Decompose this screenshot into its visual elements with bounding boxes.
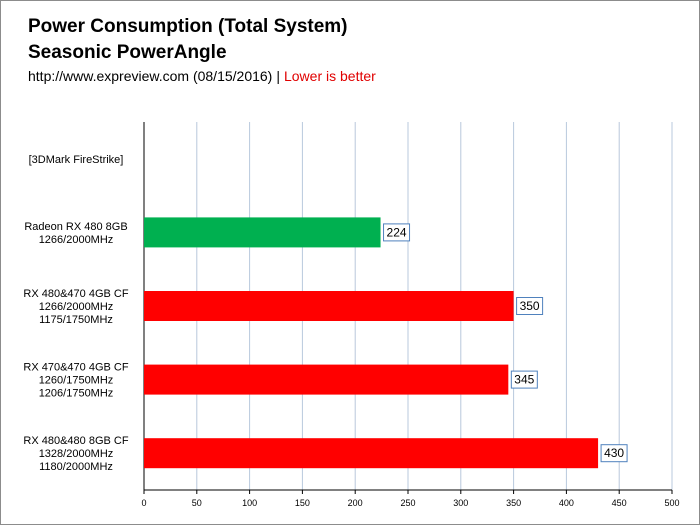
- category-label-line: 1260/1750MHz: [39, 375, 114, 387]
- data-label: 350: [520, 299, 540, 313]
- category-label: [3DMark FireStrike]: [29, 154, 124, 166]
- data-label-box: [600, 444, 628, 463]
- category-label-line: [3DMark FireStrike]: [29, 154, 124, 166]
- separator: |: [276, 68, 280, 84]
- bar: [144, 217, 381, 248]
- category-label-line: RX 480&480 8GB CF: [23, 435, 128, 447]
- category-label: RX 470&470 4GB CF 1260/1750MHz 1206/1750MH…: [23, 362, 128, 400]
- source-line: http://www.expreview.com (08/15/2016) | Lo…: [28, 68, 376, 84]
- category-label-line: 1175/1750MHz: [39, 314, 113, 326]
- x-tick-label: 200: [348, 498, 363, 508]
- x-tick-label: 500: [664, 498, 679, 508]
- x-tick-label: 400: [559, 498, 574, 508]
- category-label-line: 1180/2000MHz: [39, 461, 113, 473]
- data-label-box: [516, 297, 544, 315]
- x-tick-label: 150: [295, 498, 310, 508]
- category-label-line: Radeon RX 480 8GB: [24, 221, 127, 233]
- source-text: http://www.expreview.com (08/15/2016): [28, 68, 273, 84]
- lower-is-better-note: Lower is better: [283, 68, 376, 84]
- x-tick-label: 250: [400, 498, 415, 508]
- category-label-line: RX 480&470 4GB CF: [23, 288, 128, 300]
- x-tick-label: 100: [242, 498, 257, 508]
- x-tick-label: 450: [612, 498, 627, 508]
- category-label-line: 1206/1750MHz: [39, 388, 114, 400]
- category-label: RX 480&470 4GB CF 1266/2000MHz 1175/1750MH…: [23, 288, 128, 326]
- category-label-line: RX 470&470 4GB CF: [23, 362, 128, 374]
- x-tick-label: 50: [192, 498, 202, 508]
- chart-title: Power Consumption (Total System): [28, 16, 348, 37]
- category-label-line: 1328/2000MHz: [39, 448, 114, 460]
- x-tick-label: 350: [506, 498, 521, 508]
- bar: [144, 438, 599, 469]
- category-label-line: 1266/2000MHz: [39, 234, 114, 246]
- data-label-box: [383, 223, 411, 242]
- bar: [144, 364, 509, 395]
- data-label: 224: [387, 225, 407, 239]
- x-tick-label: 0: [141, 498, 146, 508]
- category-label: Radeon RX 480 8GB 1266/2000MHz: [24, 221, 127, 246]
- data-label: 430: [604, 446, 624, 460]
- data-label-box: [510, 370, 538, 389]
- data-label: 345: [514, 373, 534, 387]
- category-label: RX 480&480 8GB CF 1328/2000MHz 1180/2000MH…: [23, 435, 128, 473]
- category-label-line: 1266/2000MHz: [39, 301, 114, 313]
- x-tick-label: 300: [453, 498, 468, 508]
- bar: [144, 291, 514, 321]
- chart-subtitle: Seasonic PowerAngle: [28, 42, 227, 63]
